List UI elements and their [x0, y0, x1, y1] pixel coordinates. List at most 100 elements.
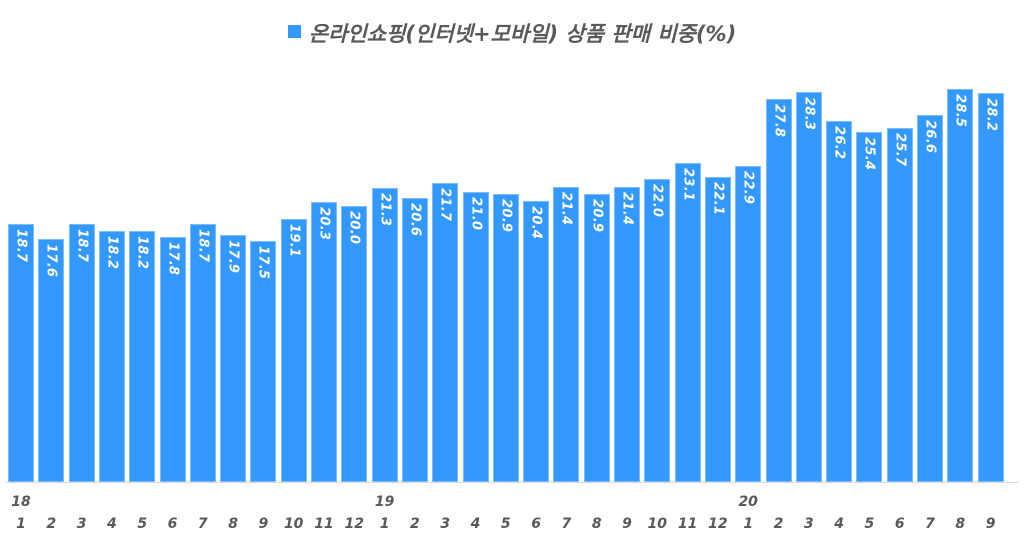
x-axis-month-label: 2 — [410, 516, 420, 532]
x-axis-month-label: 6 — [894, 516, 905, 532]
x-axis-month-label: 8 — [228, 516, 238, 532]
bar: 18.2 — [98, 231, 125, 482]
bar-value-label: 20.3 — [316, 207, 332, 241]
bar: 22.0 — [644, 178, 671, 482]
x-axis-month-label: 12 — [344, 516, 365, 532]
bar: 26.6 — [917, 115, 943, 482]
x-axis-month-label: 3 — [440, 516, 451, 532]
bar: 21.0 — [462, 192, 489, 482]
x-axis-month-label: 6 — [167, 516, 178, 532]
bar: 22.1 — [704, 177, 731, 482]
bar-value-label: 21.4 — [558, 191, 574, 226]
bar: 17.8 — [159, 236, 186, 482]
x-axis-month-label: 4 — [834, 516, 844, 532]
x-axis-month-label: 11 — [314, 516, 334, 532]
bar-value-label: 19.1 — [286, 223, 302, 257]
bar: 19.1 — [280, 218, 307, 482]
x-axis-month-label: 1 — [743, 516, 754, 532]
x-axis-month-label: 11 — [677, 516, 698, 532]
x-axis-month-label: 6 — [531, 516, 541, 532]
bar-value-label: 25.7 — [892, 132, 908, 166]
x-axis-month-label: 5 — [500, 516, 511, 532]
x-axis-baseline — [6, 482, 1018, 483]
x-axis-month-label: 7 — [925, 516, 935, 532]
bar-value-label: 26.2 — [831, 125, 847, 159]
bar-value-label: 23.1 — [680, 168, 696, 202]
x-axis-month-label: 5 — [137, 516, 148, 532]
bar: 20.3 — [311, 202, 337, 482]
x-axis-month-label: 9 — [622, 516, 632, 532]
legend-swatch-icon — [287, 24, 301, 38]
x-axis-month-label: 2 — [46, 516, 57, 532]
x-axis-month-label: 5 — [864, 516, 875, 532]
bar: 17.6 — [38, 239, 65, 482]
bar-value-label: 17.9 — [225, 240, 241, 274]
bar: 20.9 — [492, 193, 519, 482]
bar-value-label: 28.3 — [801, 96, 817, 131]
bar-value-label: 21.3 — [377, 193, 393, 227]
bar: 23.1 — [674, 163, 701, 482]
bar-value-label: 20.9 — [589, 198, 605, 233]
x-axis-month-label: 3 — [76, 516, 87, 532]
bar: 28.3 — [795, 91, 822, 482]
x-axis-year-label: 19 — [374, 494, 395, 510]
x-axis-month-label: 8 — [955, 516, 966, 532]
bar-value-label: 18.2 — [134, 236, 150, 270]
bar: 18.7 — [8, 224, 34, 482]
bar-value-label: 21.4 — [619, 191, 635, 226]
x-axis-month-label: 4 — [470, 516, 481, 532]
bar: 20.9 — [583, 193, 610, 482]
bar-value-label: 20.9 — [498, 198, 514, 233]
bar: 17.5 — [250, 240, 277, 482]
bar-value-label: 17.8 — [165, 241, 180, 275]
bar-value-label: 22.1 — [710, 182, 726, 216]
x-axis-month-label: 8 — [591, 516, 602, 532]
bar: 20.4 — [523, 200, 550, 482]
x-axis-year-label: 20 — [738, 494, 758, 510]
bar: 18.2 — [129, 231, 156, 482]
bar-value-label: 20.6 — [407, 202, 423, 237]
bar-value-label: 22.0 — [649, 183, 665, 217]
bar: 21.7 — [432, 182, 459, 482]
bar-value-label: 21.7 — [437, 187, 453, 222]
legend-label: 온라인쇼핑(인터넷+모바일) 상품 판매 비중(%) — [308, 22, 737, 46]
x-axis-month-label: 12 — [708, 516, 728, 532]
bar-value-label: 25.4 — [861, 136, 877, 170]
bar: 21.4 — [614, 186, 640, 482]
x-axis-year-label: 18 — [11, 494, 31, 510]
bar-value-label: 17.6 — [43, 244, 59, 278]
bar-value-label: 26.6 — [922, 120, 938, 154]
bar: 22.9 — [735, 166, 762, 482]
x-axis-month-label: 1 — [16, 516, 26, 532]
bar: 21.4 — [553, 186, 580, 482]
bar: 18.7 — [189, 224, 216, 482]
bar: 17.9 — [220, 235, 247, 482]
x-axis-month-label: 4 — [107, 516, 117, 532]
bar: 18.7 — [68, 224, 95, 482]
x-axis-month-label: 3 — [803, 516, 814, 532]
bar: 21.3 — [371, 188, 398, 482]
bar-value-label: 18.7 — [13, 229, 29, 263]
x-axis-month-label: 9 — [985, 516, 996, 532]
bar-value-label: 28.5 — [952, 93, 968, 128]
bar: 25.4 — [856, 131, 883, 482]
bar-value-label: 18.7 — [74, 229, 90, 263]
bar-value-label: 18.2 — [104, 236, 120, 270]
chart-legend: 온라인쇼핑(인터넷+모바일) 상품 판매 비중(%) — [0, 18, 1024, 48]
x-axis-month-label: 1 — [379, 516, 390, 532]
bar-value-label: 18.7 — [195, 229, 211, 263]
x-axis-month-label: 9 — [258, 516, 269, 532]
bar-value-label: 21.0 — [468, 197, 483, 231]
bar-value-label: 17.5 — [255, 245, 271, 279]
bar: 27.8 — [765, 98, 792, 482]
bar: 28.5 — [947, 88, 974, 482]
bar: 20.0 — [341, 206, 368, 482]
bar-value-label: 28.2 — [983, 98, 999, 132]
bar: 26.2 — [826, 120, 853, 482]
bar: 25.7 — [886, 127, 913, 482]
bar-value-label: 27.8 — [771, 103, 786, 137]
x-axis-month-label: 10 — [283, 516, 304, 532]
bar: 28.2 — [977, 93, 1004, 482]
bar: 20.6 — [401, 197, 428, 482]
